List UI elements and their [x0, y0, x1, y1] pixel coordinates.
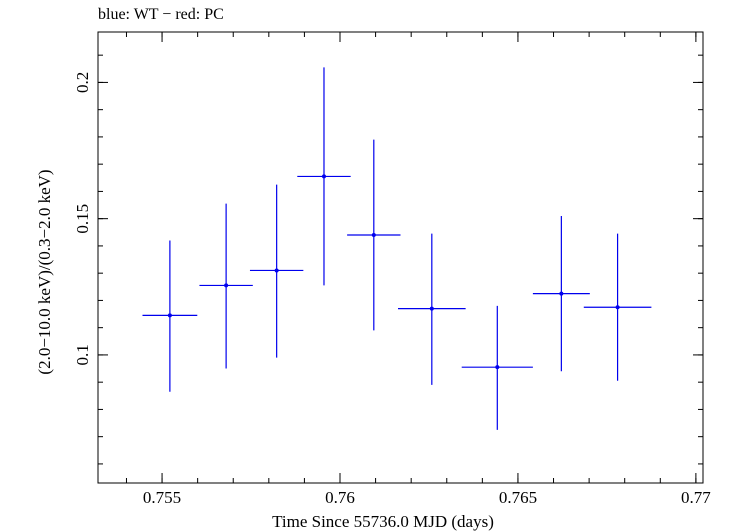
x-tick-label: 0.765	[499, 488, 537, 507]
x-axis-label: Time Since 55736.0 MJD (days)	[272, 512, 494, 531]
data-point	[398, 233, 466, 385]
x-tick-label: 0.77	[681, 488, 711, 507]
plot-frame	[97, 31, 704, 484]
data-point	[142, 240, 198, 392]
data-point	[249, 184, 304, 358]
y-tick-label: 0.1	[73, 344, 92, 365]
y-tick-label: 0.15	[73, 204, 92, 234]
data-marker	[167, 313, 172, 318]
data-marker	[429, 306, 434, 311]
series-wt	[142, 67, 652, 430]
data-point	[199, 203, 253, 369]
data-marker	[321, 174, 326, 179]
data-marker	[559, 291, 564, 296]
data-marker	[224, 283, 229, 288]
chart-title: blue: WT − red: PC	[98, 6, 224, 23]
data-point	[583, 233, 652, 381]
data-point	[461, 305, 533, 430]
data-marker	[495, 365, 500, 370]
data-point	[347, 139, 401, 331]
data-point	[532, 215, 590, 372]
x-tick-label: 0.76	[325, 488, 355, 507]
data-marker	[274, 268, 279, 273]
data-marker	[371, 233, 376, 238]
x-tick-label: 0.755	[143, 488, 181, 507]
data-point	[297, 67, 351, 286]
y-axis-label: (2.0−10.0 keV)/(0.3−2.0 keV)	[35, 169, 54, 374]
y-tick-label: 0.2	[73, 72, 92, 93]
data-marker	[615, 305, 620, 310]
